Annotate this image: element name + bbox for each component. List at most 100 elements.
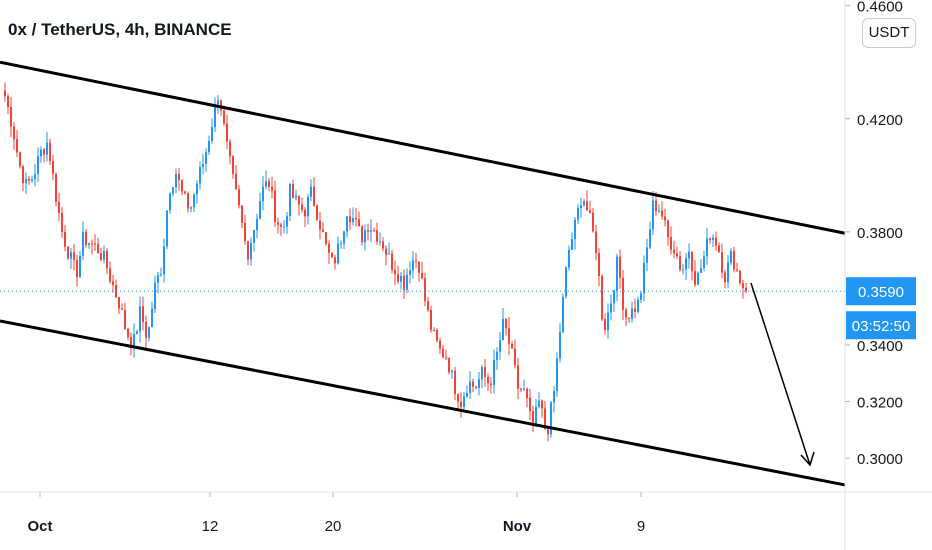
- candle-body: [307, 196, 309, 217]
- channel-upper: [0, 60, 846, 235]
- candle-body: [178, 173, 180, 181]
- y-tick-label: 0.3400: [857, 338, 903, 355]
- candle-body: [142, 306, 144, 322]
- candle-body: [340, 243, 342, 245]
- candle-body: [220, 100, 222, 111]
- candle-body: [22, 166, 24, 184]
- candle-body: [208, 140, 210, 153]
- y-tick-label: 0.3800: [857, 225, 903, 242]
- candle-body: [337, 243, 339, 264]
- candle-body: [652, 200, 654, 230]
- candle-body: [547, 429, 549, 435]
- candle-body: [658, 210, 660, 212]
- candle-body: [490, 383, 492, 386]
- candle-body: [631, 308, 633, 319]
- candle-body: [538, 400, 540, 407]
- candle-body: [37, 156, 39, 175]
- candle-body: [718, 245, 720, 253]
- candle-body: [346, 216, 348, 232]
- candle-body: [628, 317, 630, 319]
- candle-body: [406, 274, 408, 290]
- channel-lower: [0, 319, 846, 487]
- candle-body: [571, 239, 573, 250]
- candle-body: [145, 321, 147, 338]
- candle-body: [580, 205, 582, 209]
- candle-body: [622, 277, 624, 310]
- candle-body: [154, 282, 156, 309]
- candle-body: [667, 220, 669, 237]
- candle-body: [322, 229, 324, 233]
- candle-body: [139, 306, 141, 332]
- candle-body: [592, 212, 594, 232]
- candle-body: [733, 250, 735, 270]
- candle-body: [16, 139, 18, 153]
- candle-body: [745, 287, 747, 292]
- candle-body: [184, 191, 186, 194]
- candle-body: [280, 224, 282, 227]
- candle-body: [172, 187, 174, 194]
- candle-body: [160, 274, 162, 276]
- candle-body: [670, 236, 672, 250]
- current-price-tag: [846, 277, 916, 306]
- candle-body: [136, 331, 138, 335]
- candle-body: [148, 326, 150, 338]
- candle-body: [370, 230, 372, 232]
- candle-body: [232, 156, 234, 174]
- candle-body: [25, 179, 27, 184]
- candle-body: [544, 408, 546, 430]
- candle-body: [415, 260, 417, 262]
- candle-body: [247, 241, 249, 260]
- y-tick-label: 0.4600: [857, 0, 903, 16]
- candle-body: [424, 278, 426, 302]
- countdown-label: 03:52:50: [852, 318, 910, 335]
- candle-body: [13, 126, 15, 140]
- candle-body: [472, 381, 474, 387]
- candle-body: [70, 252, 72, 259]
- candle-body: [703, 256, 705, 269]
- candle-body: [610, 303, 612, 313]
- candle-body: [712, 237, 714, 241]
- candle-body: [433, 329, 435, 331]
- candle-body: [103, 250, 105, 260]
- candle-body: [304, 209, 306, 217]
- candle-body: [550, 402, 552, 435]
- candle-body: [640, 293, 642, 300]
- candle-body: [100, 253, 102, 260]
- candle-body: [4, 90, 6, 97]
- candle-body: [286, 215, 288, 227]
- candle-body: [616, 256, 618, 291]
- currency-badge[interactable]: USDT: [862, 18, 916, 48]
- candle-body: [31, 179, 33, 181]
- candle-body: [577, 208, 579, 220]
- candle-body: [664, 216, 666, 221]
- candle-body: [130, 337, 132, 348]
- candle-body: [82, 231, 84, 256]
- candle-body: [214, 104, 216, 128]
- candle-body: [355, 218, 357, 220]
- candle-body: [238, 189, 240, 206]
- candle-body: [10, 107, 12, 127]
- candle-body: [319, 220, 321, 230]
- candle-body: [40, 149, 42, 157]
- candle-body: [397, 274, 399, 282]
- candle-body: [250, 242, 252, 260]
- candle-body: [109, 268, 111, 282]
- candle-body: [430, 309, 432, 330]
- candle-body: [268, 181, 270, 187]
- candle-body: [511, 343, 513, 349]
- candle-body: [388, 253, 390, 255]
- candle-body: [604, 319, 606, 330]
- candle-body: [127, 328, 129, 338]
- candle-body: [373, 230, 375, 232]
- candle-body: [439, 340, 441, 349]
- candle-body: [262, 186, 264, 202]
- candle-body: [607, 312, 609, 330]
- candle-body: [235, 173, 237, 190]
- x-tick-label: Oct: [27, 518, 52, 535]
- candle-body: [46, 142, 48, 155]
- candle-body: [364, 230, 366, 243]
- candle-body: [619, 256, 621, 278]
- candle-body: [292, 183, 294, 198]
- candle-body: [379, 241, 381, 243]
